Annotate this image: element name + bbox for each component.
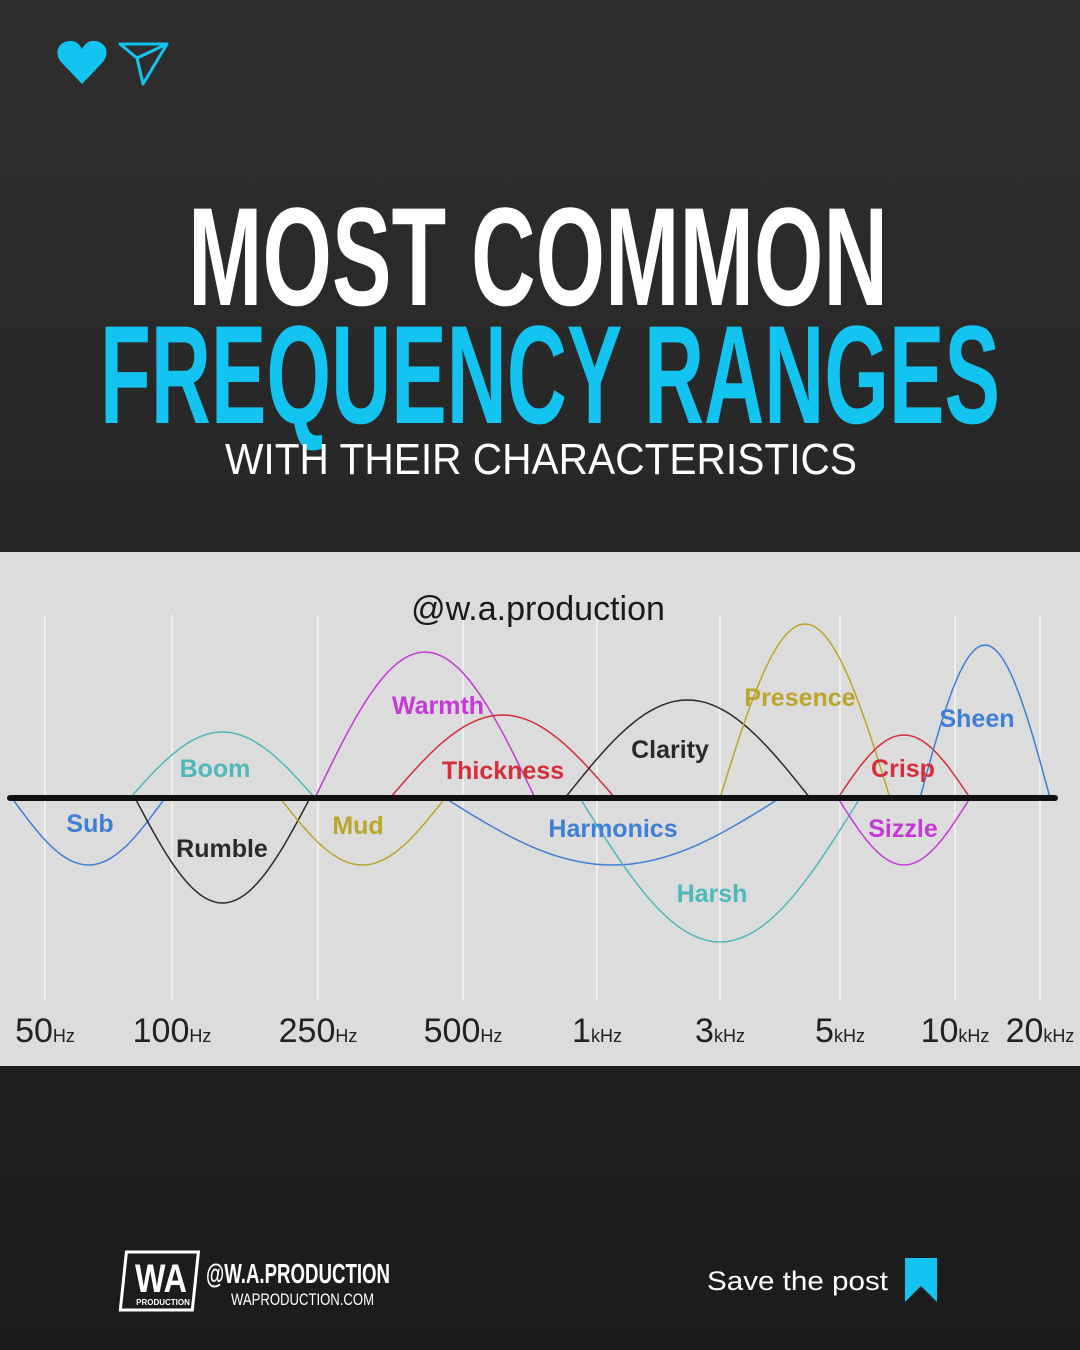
watermark: @w.a.production xyxy=(411,590,665,628)
axis-label: 20kHz xyxy=(1006,1012,1075,1050)
axis-unit: Hz xyxy=(480,1026,502,1046)
band-curve xyxy=(444,797,781,866)
band-label: Presence xyxy=(744,684,855,712)
axis-label: 1kHz xyxy=(572,1012,622,1050)
website: WAPRODUCTION.COM xyxy=(231,1290,374,1309)
axis-label: 3kHz xyxy=(695,1012,745,1050)
axis-unit: kHz xyxy=(591,1026,622,1046)
axis-label: 500Hz xyxy=(424,1012,503,1050)
share-icon[interactable] xyxy=(118,42,169,86)
band-label: Clarity xyxy=(631,736,709,764)
axis-number: 100 xyxy=(133,1012,190,1050)
logo-sub: PRODUCTION xyxy=(136,1298,190,1307)
axis-number: 10 xyxy=(921,1012,959,1050)
band-label: Boom xyxy=(180,755,251,783)
axis-unit: kHz xyxy=(714,1026,745,1046)
bookmark-icon[interactable] xyxy=(905,1258,937,1302)
axis-label: 50Hz xyxy=(15,1012,75,1050)
save-label: Save the post xyxy=(707,1266,889,1296)
axis-number: 5 xyxy=(815,1012,834,1050)
band-label: Harsh xyxy=(677,880,748,908)
axis-number: 500 xyxy=(424,1012,481,1050)
title-line1: MOST COMMON xyxy=(188,178,888,335)
axis-label: 100Hz xyxy=(133,1012,212,1050)
axis-label: 10kHz xyxy=(921,1012,990,1050)
logo-box xyxy=(118,1250,201,1312)
handle: @W.A.PRODUCTION xyxy=(206,1258,390,1289)
band-curve xyxy=(314,651,536,799)
axis-unit: kHz xyxy=(958,1026,989,1046)
logo: WA xyxy=(135,1257,187,1301)
band-curve xyxy=(837,797,971,866)
axis-unit: Hz xyxy=(335,1026,357,1046)
band-curve xyxy=(129,731,316,799)
axis-label: 250Hz xyxy=(279,1012,358,1050)
axis-unit: Hz xyxy=(189,1026,211,1046)
band-curve xyxy=(11,797,166,866)
band-label: Mud xyxy=(332,812,383,840)
band-label: Harmonics xyxy=(548,815,677,843)
band-curve xyxy=(279,797,446,866)
axis-number: 50 xyxy=(15,1012,53,1050)
band-curve xyxy=(134,797,311,904)
axis-unit: kHz xyxy=(834,1026,865,1046)
diagram: Sub Boom Rumble Mud Warmth Thickness Harmonics… xyxy=(7,615,1075,1050)
axis-number: 3 xyxy=(695,1012,714,1050)
axis-label: 5kHz xyxy=(815,1012,865,1050)
band-label: Rumble xyxy=(176,835,268,863)
title-line2: FREQUENCY RANGES xyxy=(100,296,1000,453)
band-curve xyxy=(579,797,861,943)
band-curve xyxy=(719,623,891,799)
band-label: Sheen xyxy=(939,705,1014,733)
axis-unit: kHz xyxy=(1043,1026,1074,1046)
band-curve xyxy=(564,699,811,799)
band-label: Sub xyxy=(66,810,113,838)
band-label: Crisp xyxy=(871,755,935,783)
axis-number: 20 xyxy=(1006,1012,1044,1050)
band-curve xyxy=(837,734,971,799)
band-label: Warmth xyxy=(392,692,484,720)
like-icon[interactable] xyxy=(57,40,107,84)
axis-number: 1 xyxy=(572,1012,591,1050)
band-label: Sizzle xyxy=(868,815,938,843)
axis-number: 250 xyxy=(279,1012,336,1050)
band-curve xyxy=(919,644,1051,799)
band-curve xyxy=(389,714,616,799)
subtitle: WITH THEIR CHARACTERISTICS xyxy=(225,435,857,484)
diagram-panel xyxy=(0,552,1080,1066)
band-label: Thickness xyxy=(442,757,564,785)
axis-unit: Hz xyxy=(53,1026,75,1046)
